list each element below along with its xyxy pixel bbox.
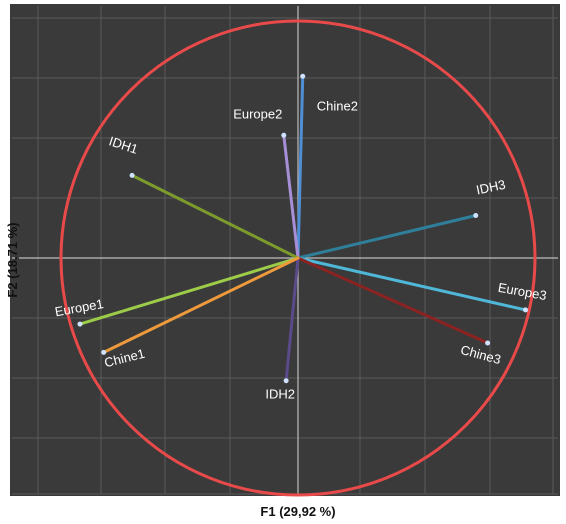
vector-point-idh2 [283,378,289,384]
vector-point-chine3 [485,340,491,346]
vector-chine2 [296,74,305,260]
variable-vectors [77,73,529,384]
label-idh2: IDH2 [265,387,295,402]
label-europe2: Europe2 [233,106,282,121]
x-axis-title: F1 (29,92 %) [260,504,335,519]
vector-europe1 [78,256,300,326]
label-idh3: IDH3 [475,177,507,198]
vector-point-idh3 [473,213,479,219]
vector-point-europe3 [523,307,529,313]
vector-europe2 [282,133,300,260]
vector-chine3 [296,256,490,345]
correlation-circle [59,19,537,497]
vector-idh1 [130,173,300,260]
vector-point-europe2 [281,132,287,138]
vector-point-europe1 [77,321,83,327]
y-axis-title: F2 (18,71 %) [5,222,20,297]
vector-chine1 [102,256,300,354]
vector-idh2 [284,256,300,383]
label-chine2: Chine2 [317,98,358,113]
vector-idh3 [296,214,478,260]
vector-point-chine2 [300,73,306,79]
vector-europe3 [296,256,528,312]
vector-point-chine1 [101,349,107,355]
vector-point-idh1 [129,172,135,178]
